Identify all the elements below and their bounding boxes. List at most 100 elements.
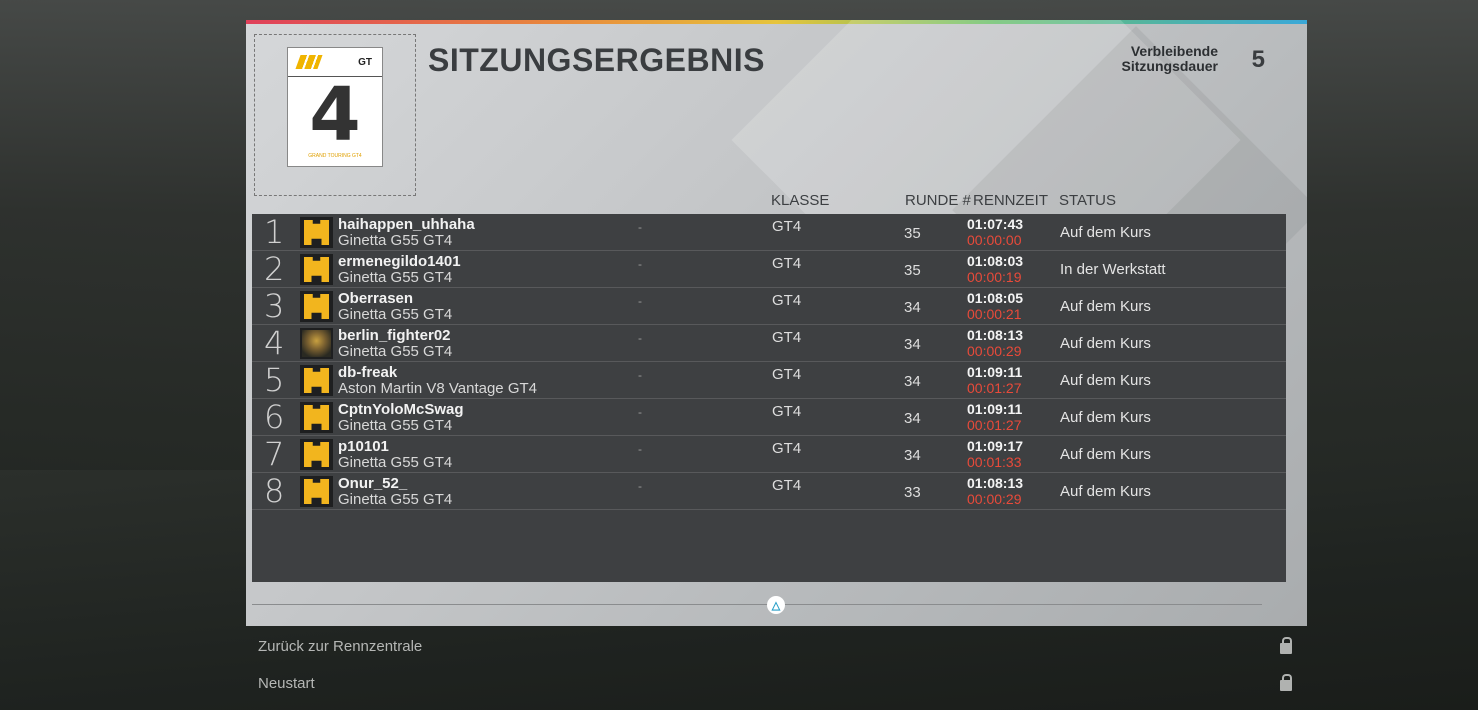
- table-row[interactable]: 8 Onur_52_ Ginetta G55 GT4 - GT4 33 01:08:13 00…: [252, 473, 1286, 510]
- driver-name: Oberrasen: [338, 290, 414, 307]
- car-class: GT4: [772, 477, 802, 494]
- car-name: Ginetta G55 GT4: [338, 491, 453, 508]
- remaining-duration-label: Verbleibende Sitzungsdauer: [1122, 44, 1218, 74]
- lap-count: 34: [904, 373, 921, 390]
- position-number: 6: [264, 398, 285, 436]
- position-number: 3: [264, 287, 285, 325]
- time-gap: 00:01:33: [967, 454, 1022, 470]
- time-gap: 00:00:19: [967, 269, 1022, 285]
- column-header-class: KLASSE: [771, 192, 830, 209]
- car-name: Ginetta G55 GT4: [338, 269, 453, 286]
- driver-status: Auf dem Kurs: [1060, 446, 1151, 463]
- race-time: 01:07:43: [967, 216, 1024, 232]
- color-stripe: [246, 20, 1307, 24]
- table-row[interactable]: 1 haihappen_uhhaha Ginetta G55 GT4 - GT4 35 01…: [252, 214, 1286, 251]
- remaining-label-line1: Verbleibende: [1130, 43, 1218, 59]
- person-icon: [304, 257, 329, 282]
- separator-dash: -: [638, 442, 642, 456]
- driver-name: ermenegildo1401: [338, 253, 461, 270]
- logo-gt-text: GT: [358, 56, 372, 68]
- race-time: 01:08:03: [967, 253, 1024, 269]
- separator-dash: -: [638, 257, 642, 271]
- driver-name: Onur_52_: [338, 475, 408, 492]
- car-name: Ginetta G55 GT4: [338, 343, 453, 360]
- table-row[interactable]: 6 CptnYoloMcSwag Ginetta G55 GT4 - GT4 34 01:0…: [252, 399, 1286, 436]
- gt4-logo-card: GT 4 GRAND TOURING GT4: [287, 47, 383, 167]
- person-icon: [304, 479, 329, 504]
- driver-status: Auf dem Kurs: [1060, 335, 1151, 352]
- results-table[interactable]: 1 haihappen_uhhaha Ginetta G55 GT4- GT4 35 01…: [252, 214, 1286, 582]
- driver-name: berlin_fighter02: [338, 327, 451, 344]
- back-to-race-central-button[interactable]: Zurück zur Rennzentrale: [258, 638, 423, 655]
- lap-count: 33: [904, 484, 921, 501]
- pcars-logo-icon: [295, 55, 323, 69]
- car-class: GT4: [772, 292, 802, 309]
- triangle-button-icon[interactable]: △: [767, 596, 785, 614]
- table-row[interactable]: 3 Oberrasen Ginetta G55 GT4 - GT4 34 01:08:05 0…: [252, 288, 1286, 325]
- position-number: 2: [264, 250, 285, 288]
- lap-count: 34: [904, 299, 921, 316]
- remaining-duration-value: 5: [1251, 46, 1265, 73]
- lap-count: 35: [904, 262, 921, 279]
- restart-button[interactable]: Neustart: [258, 675, 315, 692]
- person-icon: [304, 442, 329, 467]
- driver-status: Auf dem Kurs: [1060, 483, 1151, 500]
- driver-status: Auf dem Kurs: [1060, 372, 1151, 389]
- car-name: Ginetta G55 GT4: [338, 306, 453, 323]
- lock-icon: [1280, 674, 1292, 691]
- table-row[interactable]: 5 db-freak Aston Martin V8 Vantage GT4 - GT4…: [252, 362, 1286, 399]
- page-title: SITZUNGSERGEBNIS: [428, 42, 765, 78]
- lock-icon: [1280, 637, 1292, 654]
- session-result-panel: GT 4 GRAND TOURING GT4 SITZUNGSERGEBNIS …: [246, 20, 1307, 626]
- car-class: GT4: [772, 329, 802, 346]
- race-time: 01:08:13: [967, 327, 1024, 343]
- separator-dash: -: [638, 294, 642, 308]
- series-logo: GT 4 GRAND TOURING GT4: [254, 34, 416, 196]
- default-avatar-icon: [300, 476, 333, 507]
- time-gap: 00:00:29: [967, 491, 1022, 507]
- time-gap: 00:00:21: [967, 306, 1022, 322]
- position-number: 4: [264, 324, 285, 362]
- person-icon: [304, 368, 329, 393]
- table-row[interactable]: 2 ermenegildo1401 Ginetta G55 GT4 - GT4 35 01:…: [252, 251, 1286, 288]
- car-class: GT4: [772, 440, 802, 457]
- driver-name: haihappen_uhhaha: [338, 216, 475, 233]
- eagle-avatar-icon: [300, 328, 333, 359]
- time-gap: 00:01:27: [967, 417, 1022, 433]
- separator-dash: -: [638, 368, 642, 382]
- person-icon: [304, 220, 329, 245]
- person-icon: [304, 294, 329, 319]
- driver-name: p10101: [338, 438, 389, 455]
- person-icon: [304, 405, 329, 430]
- lap-count: 34: [904, 336, 921, 353]
- eagle-icon: [302, 330, 331, 357]
- car-class: GT4: [772, 218, 802, 235]
- car-class: GT4: [772, 366, 802, 383]
- table-row[interactable]: 7 p10101 Ginetta G55 GT4 - GT4 34 01:09:17 00:0…: [252, 436, 1286, 473]
- car-class: GT4: [772, 255, 802, 272]
- driver-status: Auf dem Kurs: [1060, 224, 1151, 241]
- default-avatar-icon: [300, 365, 333, 396]
- driver-status: Auf dem Kurs: [1060, 409, 1151, 426]
- footer-divider: [252, 604, 1262, 605]
- logo-number: 4: [309, 72, 361, 158]
- time-gap: 00:00:29: [967, 343, 1022, 359]
- driver-name: CptnYoloMcSwag: [338, 401, 464, 418]
- race-time: 01:09:17: [967, 438, 1024, 454]
- default-avatar-icon: [300, 217, 333, 248]
- car-name: Ginetta G55 GT4: [338, 232, 453, 249]
- race-time: 01:09:11: [967, 401, 1023, 417]
- car-class: GT4: [772, 403, 802, 420]
- race-time: 01:09:11: [967, 364, 1023, 380]
- column-header-status: STATUS: [1059, 192, 1116, 209]
- logo-subtitle: GRAND TOURING GT4: [308, 153, 362, 159]
- time-gap: 00:01:27: [967, 380, 1022, 396]
- separator-dash: -: [638, 331, 642, 345]
- separator-dash: -: [638, 479, 642, 493]
- table-row[interactable]: 4 berlin_fighter02 Ginetta G55 GT4 - GT4 34 01…: [252, 325, 1286, 362]
- driver-name: db-freak: [338, 364, 398, 381]
- race-time: 01:08:05: [967, 290, 1024, 306]
- lap-count: 35: [904, 225, 921, 242]
- default-avatar-icon: [300, 254, 333, 285]
- driver-status: Auf dem Kurs: [1060, 298, 1151, 315]
